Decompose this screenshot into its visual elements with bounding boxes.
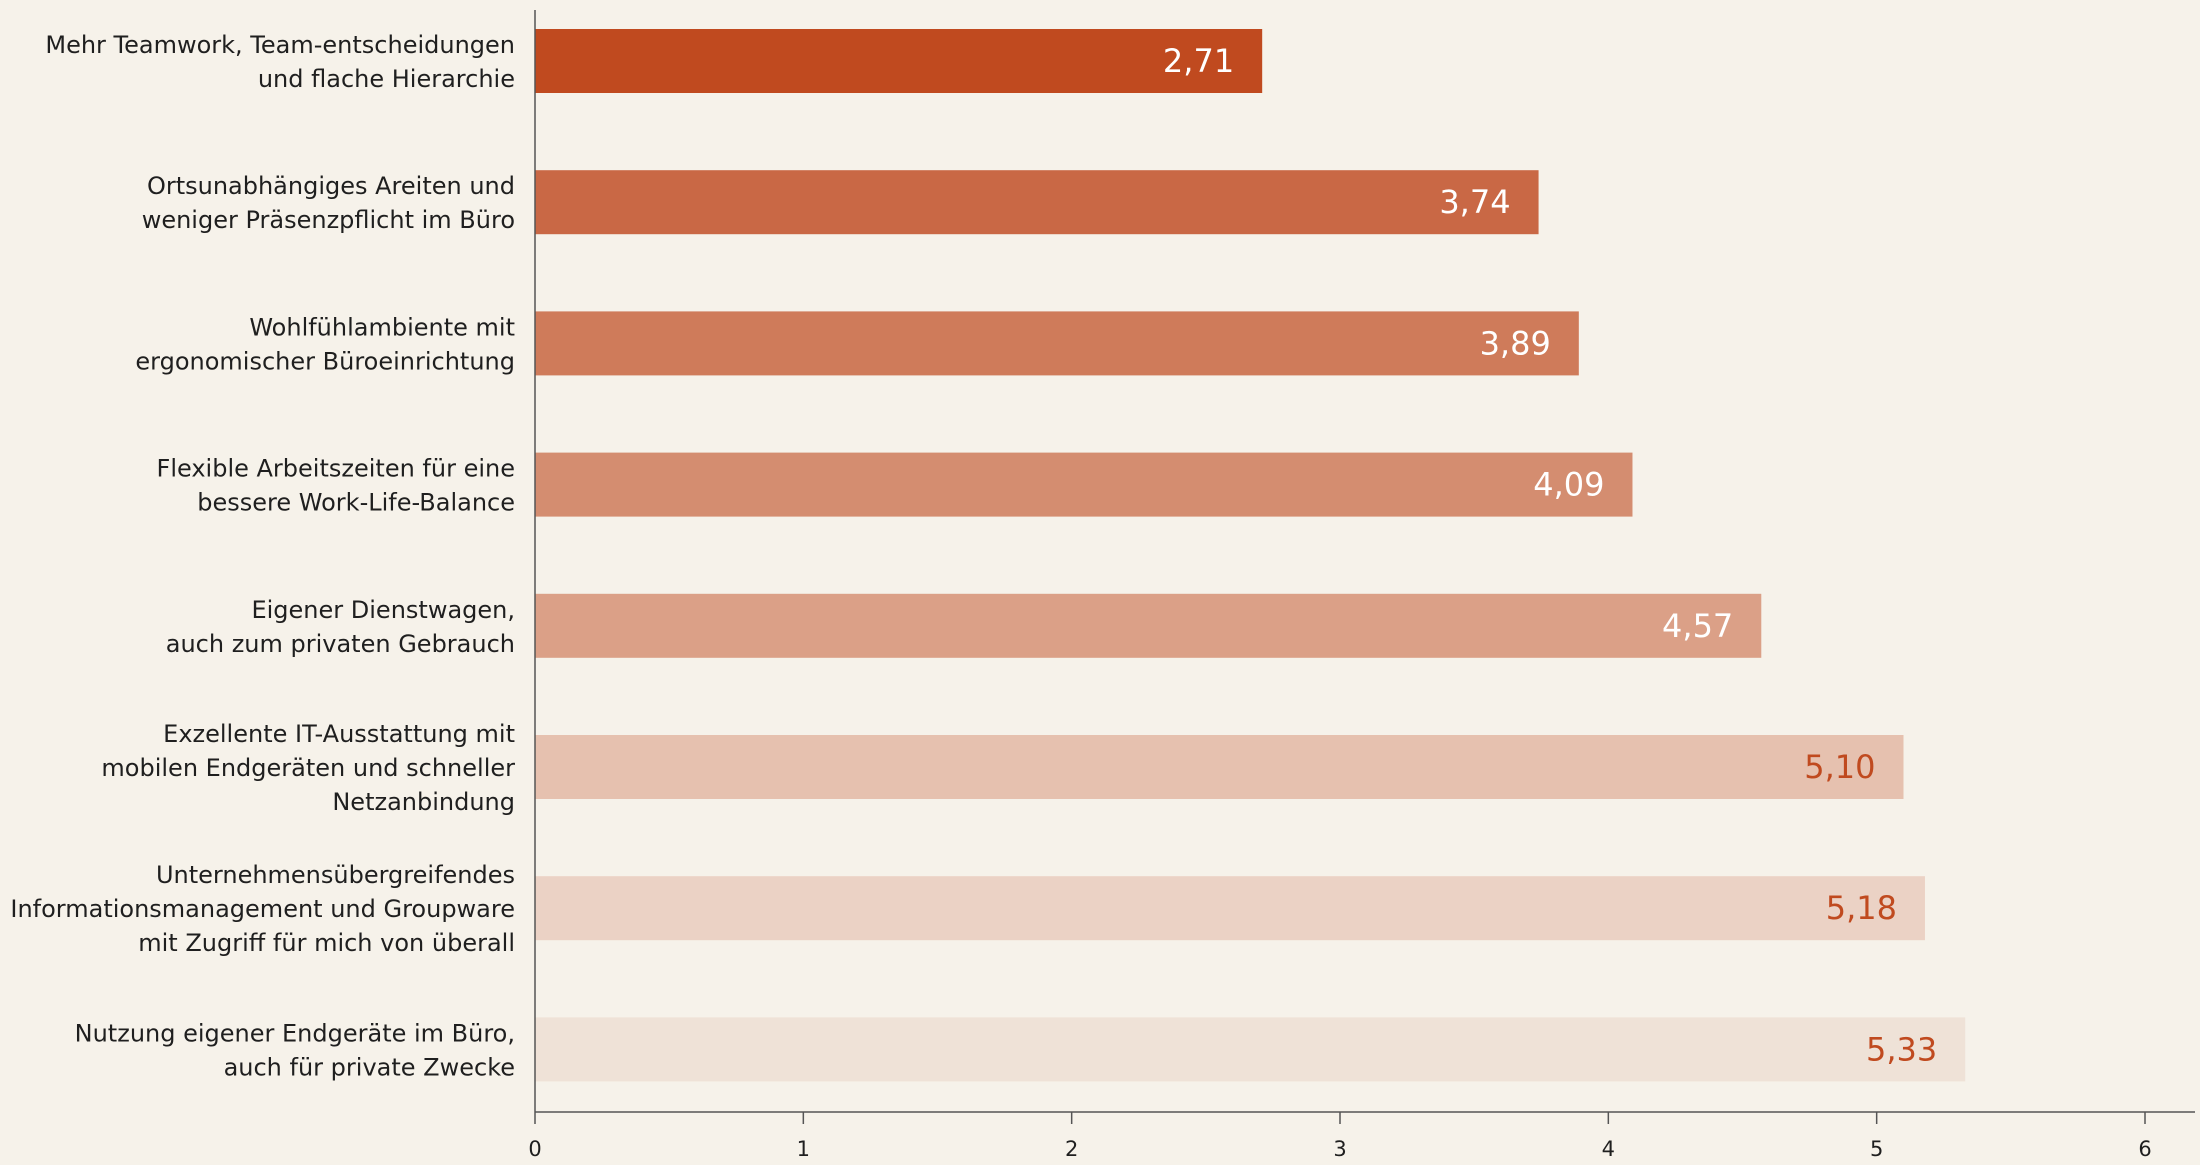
x-tick-label: 5 [1870, 1137, 1883, 1161]
category-label-line: Wohlfühlambiente mit [249, 313, 515, 341]
data-label: 5,18 [1826, 889, 1897, 927]
category-label: Flexible Arbeitszeiten für eine bessere W… [157, 455, 515, 517]
data-label: 4,57 [1662, 607, 1733, 645]
category-label-line: Eigener Dienstwagen, [251, 596, 515, 624]
bar [535, 311, 1579, 376]
category-label: Mehr Teamwork, Team-entscheidungen und fl… [45, 31, 515, 93]
bar [535, 452, 1633, 517]
bar [535, 876, 1925, 941]
x-tick-label: 2 [1065, 1137, 1078, 1161]
category-label: Eigener Dienstwagen, auch zum privaten Ge… [166, 596, 515, 658]
x-tick-label: 0 [528, 1137, 541, 1161]
category-label: Unternehmensübergreifendes Informationsma… [10, 861, 515, 957]
category-label-line: Unternehmensübergreifendes [156, 861, 515, 889]
category-label-line: Informationsmanagement und Groupware [10, 895, 515, 923]
bar [535, 29, 1263, 93]
x-tick-label: 1 [797, 1137, 810, 1161]
category-label-line: ergonomischer Büroeinrichtung [135, 347, 515, 375]
data-label: 4,09 [1533, 466, 1604, 504]
x-tick-label: 4 [1602, 1137, 1615, 1161]
category-label-line: Flexible Arbeitszeiten für eine [157, 455, 515, 483]
category-label-line: auch zum privaten Gebrauch [166, 630, 515, 658]
category-label-line: Netzanbindung [332, 788, 515, 816]
bar [535, 593, 1762, 658]
data-label: 3,89 [1480, 324, 1551, 362]
category-label: Exzellente IT-Ausstattung mit mobilen End… [101, 720, 515, 816]
category-label: Ortsunabhängiges Areiten und weniger Präs… [142, 172, 515, 234]
bars-layer: 2,71 3,74 3,89 4,09 4,57 5,10 5,18 5,33 [535, 29, 1966, 1082]
category-label-line: auch für private Zwecke [224, 1053, 515, 1081]
bar [535, 735, 1904, 799]
category-labels-layer: Mehr Teamwork, Team-entscheidungen und fl… [10, 31, 515, 1081]
category-label: Wohlfühlambiente mit ergonomischer Büroei… [135, 313, 515, 375]
data-label: 5,10 [1804, 748, 1875, 786]
bar [535, 1017, 1966, 1082]
category-label-line: mit Zugriff für mich von überall [138, 929, 515, 957]
category-label-line: bessere Work-Life-Balance [197, 489, 515, 517]
bar [535, 170, 1539, 235]
data-label: 2,71 [1163, 42, 1234, 80]
category-label-line: weniger Präsenzpflicht im Büro [142, 206, 515, 234]
category-label-line: mobilen Endgeräten und schneller [101, 754, 515, 782]
data-label: 5,33 [1866, 1030, 1937, 1068]
data-label: 3,74 [1439, 183, 1510, 221]
x-tick-label: 6 [2138, 1137, 2151, 1161]
category-label-line: Exzellente IT-Ausstattung mit [163, 720, 515, 748]
category-label-line: und flache Hierarchie [258, 65, 515, 93]
axis-layer: 0 1 2 3 4 5 6 [528, 10, 2195, 1161]
category-label: Nutzung eigener Endgeräte im Büro, auch f… [75, 1019, 515, 1081]
category-label-line: Ortsunabhängiges Areiten und [147, 172, 515, 200]
category-label-line: Nutzung eigener Endgeräte im Büro, [75, 1019, 515, 1047]
x-tick-label: 3 [1333, 1137, 1346, 1161]
category-label-line: Mehr Teamwork, Team-entscheidungen [45, 31, 515, 59]
